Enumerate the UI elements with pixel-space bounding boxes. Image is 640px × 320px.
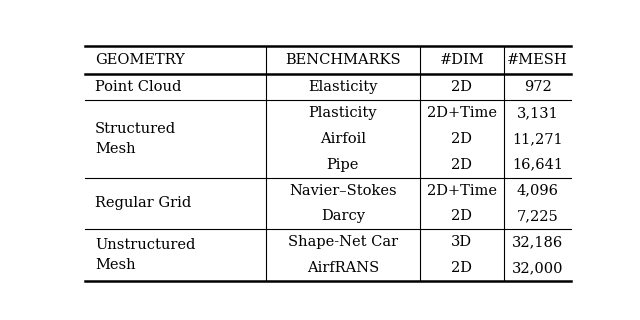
- Text: Plasticity: Plasticity: [308, 106, 377, 120]
- Text: 16,641: 16,641: [512, 158, 563, 172]
- Text: GEOMETRY: GEOMETRY: [95, 53, 185, 67]
- Text: 2D: 2D: [451, 132, 472, 146]
- Text: 2D: 2D: [451, 158, 472, 172]
- Text: Darcy: Darcy: [321, 209, 365, 223]
- Text: 972: 972: [524, 80, 552, 94]
- Text: #MESH: #MESH: [508, 53, 568, 67]
- Text: 2D: 2D: [451, 209, 472, 223]
- Text: 32,000: 32,000: [512, 261, 563, 275]
- Text: Regular Grid: Regular Grid: [95, 196, 191, 211]
- Text: BENCHMARKS: BENCHMARKS: [285, 53, 401, 67]
- Text: 2D: 2D: [451, 261, 472, 275]
- Text: 2D+Time: 2D+Time: [427, 184, 497, 197]
- Text: AirfRANS: AirfRANS: [307, 261, 379, 275]
- Text: Unstructured
Mesh: Unstructured Mesh: [95, 238, 195, 272]
- Text: Structured
Mesh: Structured Mesh: [95, 122, 176, 156]
- Text: 7,225: 7,225: [516, 209, 559, 223]
- Text: Elasticity: Elasticity: [308, 80, 378, 94]
- Text: #DIM: #DIM: [440, 53, 484, 67]
- Text: 2D: 2D: [451, 80, 472, 94]
- Text: Airfoil: Airfoil: [320, 132, 366, 146]
- Text: Point Cloud: Point Cloud: [95, 80, 181, 94]
- Text: Shape-Net Car: Shape-Net Car: [288, 235, 398, 249]
- Text: 3,131: 3,131: [516, 106, 559, 120]
- Text: 32,186: 32,186: [512, 235, 563, 249]
- Text: Pipe: Pipe: [326, 158, 359, 172]
- Text: 2D+Time: 2D+Time: [427, 106, 497, 120]
- Text: 11,271: 11,271: [512, 132, 563, 146]
- Text: Navier–Stokes: Navier–Stokes: [289, 184, 397, 197]
- Text: 3D: 3D: [451, 235, 472, 249]
- Text: 4,096: 4,096: [516, 184, 559, 197]
